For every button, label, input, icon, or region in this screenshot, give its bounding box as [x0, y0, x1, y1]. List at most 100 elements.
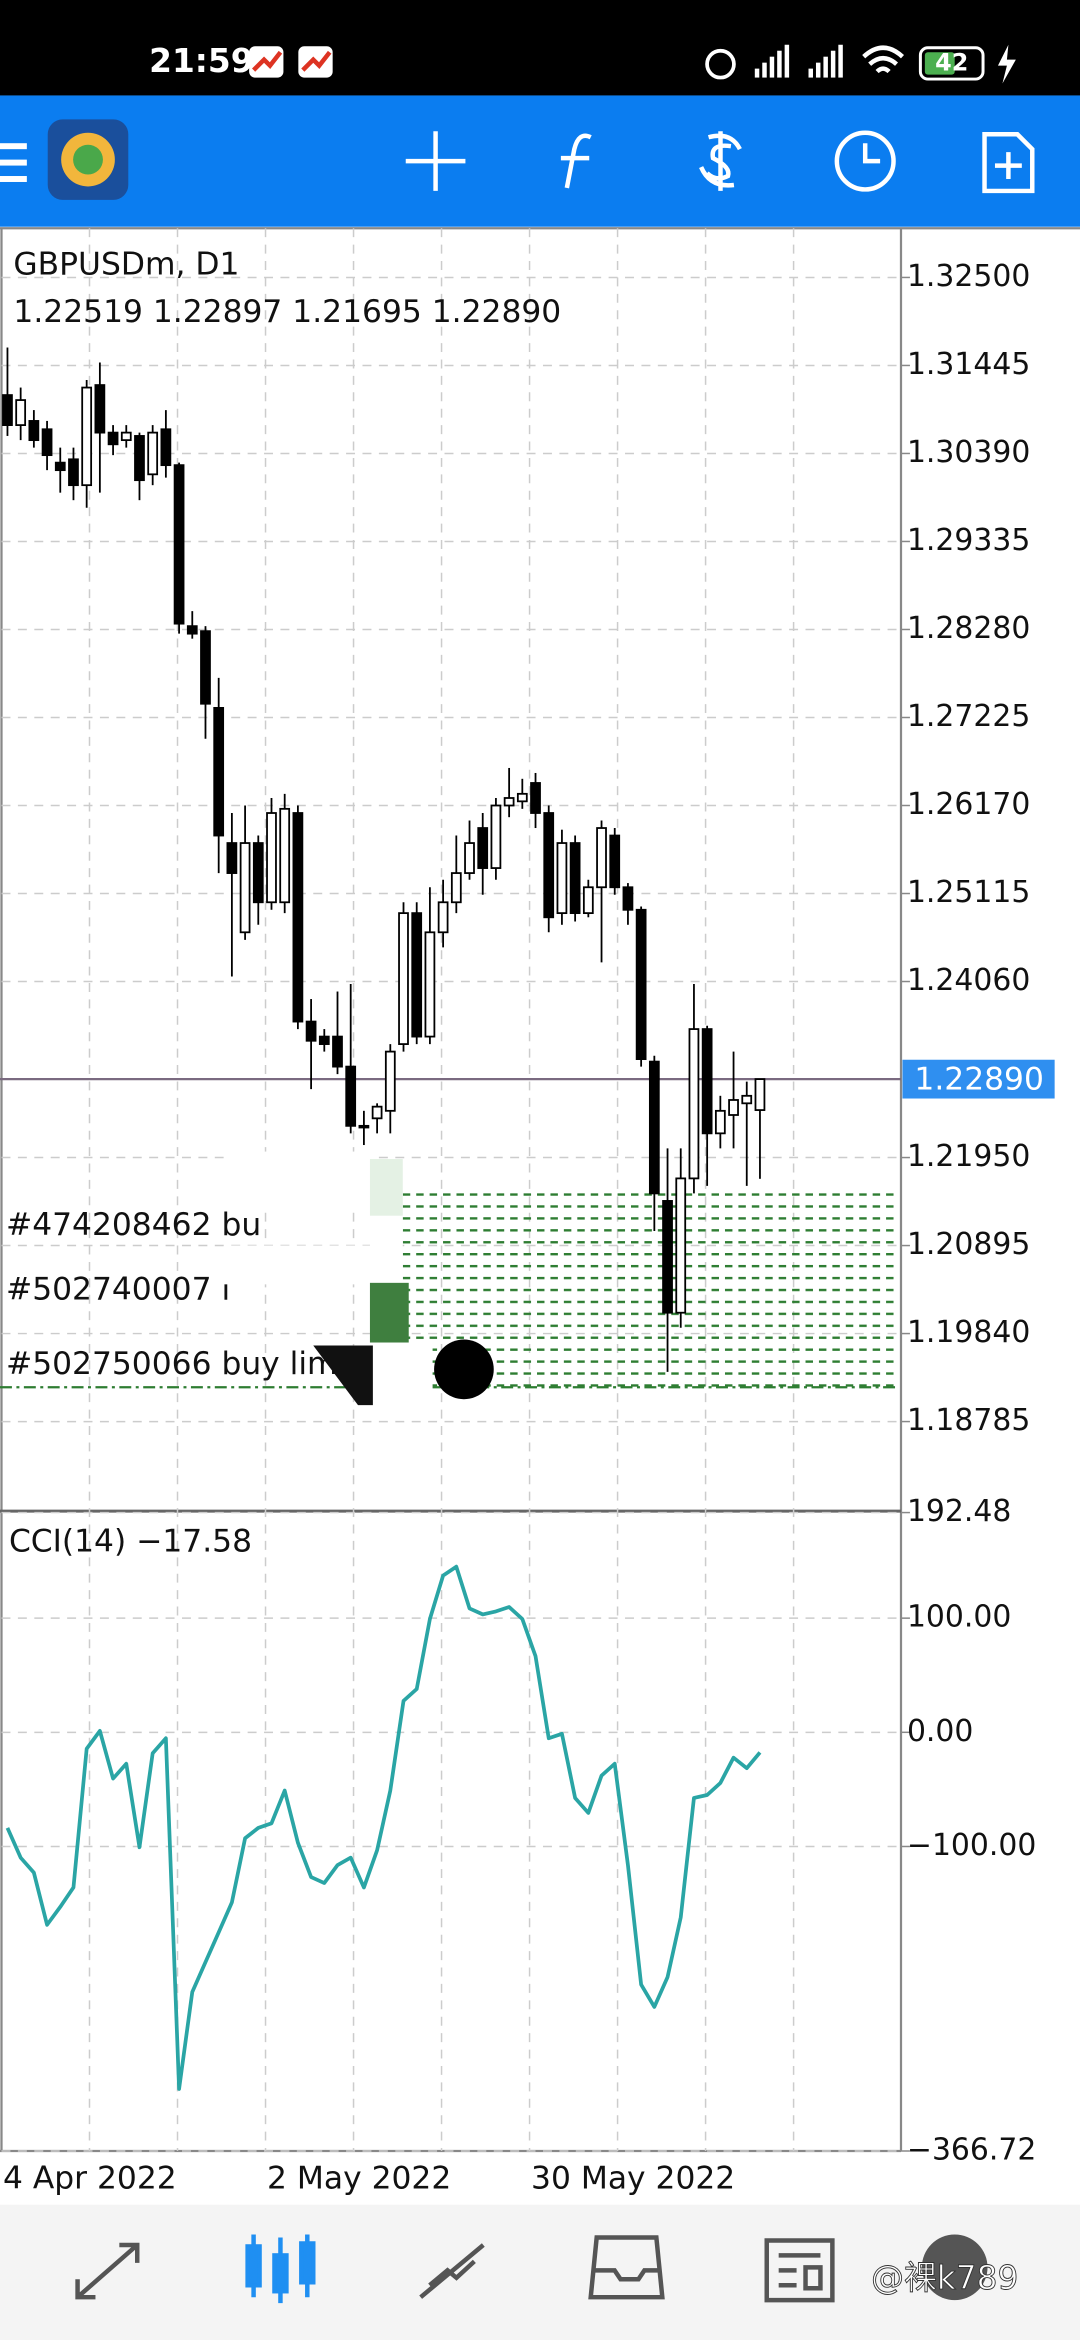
new-order-button[interactable] [982, 132, 1035, 194]
candle-body [200, 630, 211, 705]
y-tick-label: 1.31445 [907, 347, 1030, 382]
status-bar [0, 0, 1080, 96]
candle-body [477, 827, 489, 869]
candle-body [292, 812, 304, 1023]
cci-line [5, 1564, 762, 2091]
candle-body [332, 1035, 343, 1068]
candle-body [173, 464, 185, 625]
candle-body [569, 842, 581, 915]
battery-level [924, 52, 955, 75]
y-tick-label: 1.18785 [907, 1403, 1030, 1438]
notification-icon-glyph [252, 50, 283, 72]
y-tick-label: 1.20895 [907, 1227, 1030, 1262]
candle-body [714, 1109, 726, 1135]
candle-body [305, 1020, 317, 1042]
candle-body [450, 872, 462, 904]
news-tab[interactable] [764, 2238, 835, 2303]
mask [223, 1151, 373, 1212]
candle-body [662, 1200, 673, 1314]
candle-body [15, 399, 27, 426]
candle-body [358, 1124, 370, 1129]
candle-body [701, 1028, 713, 1135]
y-tick-label: 1.28280 [907, 611, 1030, 646]
avatar [921, 2234, 988, 2301]
y-tick-label: 100.00 [907, 1600, 1011, 1635]
candle-body [688, 1028, 700, 1180]
candle-body [648, 1060, 660, 1195]
order-block [369, 1282, 409, 1343]
trade-tab[interactable] [419, 2243, 485, 2299]
candle-body [41, 428, 53, 457]
order-label: #502750066 buy lim [6, 1346, 338, 1382]
candle-body [741, 1094, 753, 1105]
signal-icons [754, 44, 843, 78]
candle-body [622, 886, 634, 911]
candle-body [609, 834, 621, 889]
candle-body [516, 792, 528, 803]
menu-button[interactable] [0, 143, 27, 182]
candle-body [424, 931, 436, 1038]
candle-body [384, 1050, 396, 1112]
candle-body [226, 842, 238, 874]
quotes-tab[interactable] [75, 2242, 140, 2300]
candle-body [94, 384, 106, 434]
candle-body [2, 394, 13, 426]
candle-body [160, 428, 172, 467]
current-price-label: 1.22890 [914, 1062, 1044, 1098]
trade-button[interactable] [699, 131, 742, 191]
y-tick-label: 1.19840 [907, 1315, 1030, 1350]
candle-body [28, 420, 40, 442]
battery-text: 42 [935, 49, 968, 77]
candle-body [582, 886, 594, 915]
candle-body [371, 1105, 383, 1120]
candle-body [186, 625, 198, 635]
indicators-button[interactable] [560, 133, 592, 189]
mask [372, 1345, 433, 1406]
x-tick-label: 30 May 2022 [531, 2160, 735, 2196]
candle-body [68, 458, 79, 487]
candle-body [279, 807, 291, 904]
y-tick-label: 1.32500 [907, 259, 1030, 294]
indicator-title: CCI(14) −17.58 [9, 1523, 252, 1559]
candle-body [543, 812, 555, 919]
candle-body [754, 1078, 766, 1111]
app-icon-center [73, 144, 103, 175]
period-button[interactable] [834, 130, 896, 192]
charging-icon [997, 44, 1016, 84]
symbol-title: GBPUSDm, D1 [13, 247, 239, 283]
battery-icon [918, 46, 985, 81]
order-block [434, 1339, 494, 1400]
order-block [313, 1345, 373, 1406]
order-block [369, 1159, 403, 1216]
candle-body [147, 431, 159, 476]
crosshair-button[interactable] [405, 131, 466, 191]
y-tick-label: 1.24060 [907, 963, 1030, 998]
chart-tab[interactable] [245, 2234, 316, 2304]
candle-body [120, 431, 132, 442]
y-tick-label: 1.30390 [907, 435, 1030, 470]
candle-body [239, 842, 251, 934]
mask [223, 1245, 373, 1285]
x-tick-label: 4 Apr 2022 [3, 2160, 177, 2196]
y-tick-label: −366.72 [907, 2133, 1036, 2168]
candle-body [596, 827, 607, 889]
candle-body [675, 1177, 687, 1314]
clock: 21:59 [149, 42, 253, 80]
y-tick-label: 192.48 [907, 1494, 1011, 1529]
candle-body [556, 842, 568, 915]
toolbar [0, 95, 1080, 227]
mask [369, 1220, 403, 1280]
y-tick-label: 1.26170 [907, 787, 1030, 822]
order-label: #502740007 l [6, 1271, 230, 1307]
history-tab[interactable] [588, 2235, 665, 2300]
candle-body [411, 912, 423, 1038]
candle-body [503, 797, 515, 807]
candle-body [318, 1035, 330, 1045]
y-tick-label: 1.27225 [907, 699, 1030, 734]
period-button-hands [862, 143, 881, 164]
y-tick-label: 1.25115 [907, 875, 1030, 910]
candle-body [530, 782, 541, 814]
candle-body [490, 804, 502, 869]
